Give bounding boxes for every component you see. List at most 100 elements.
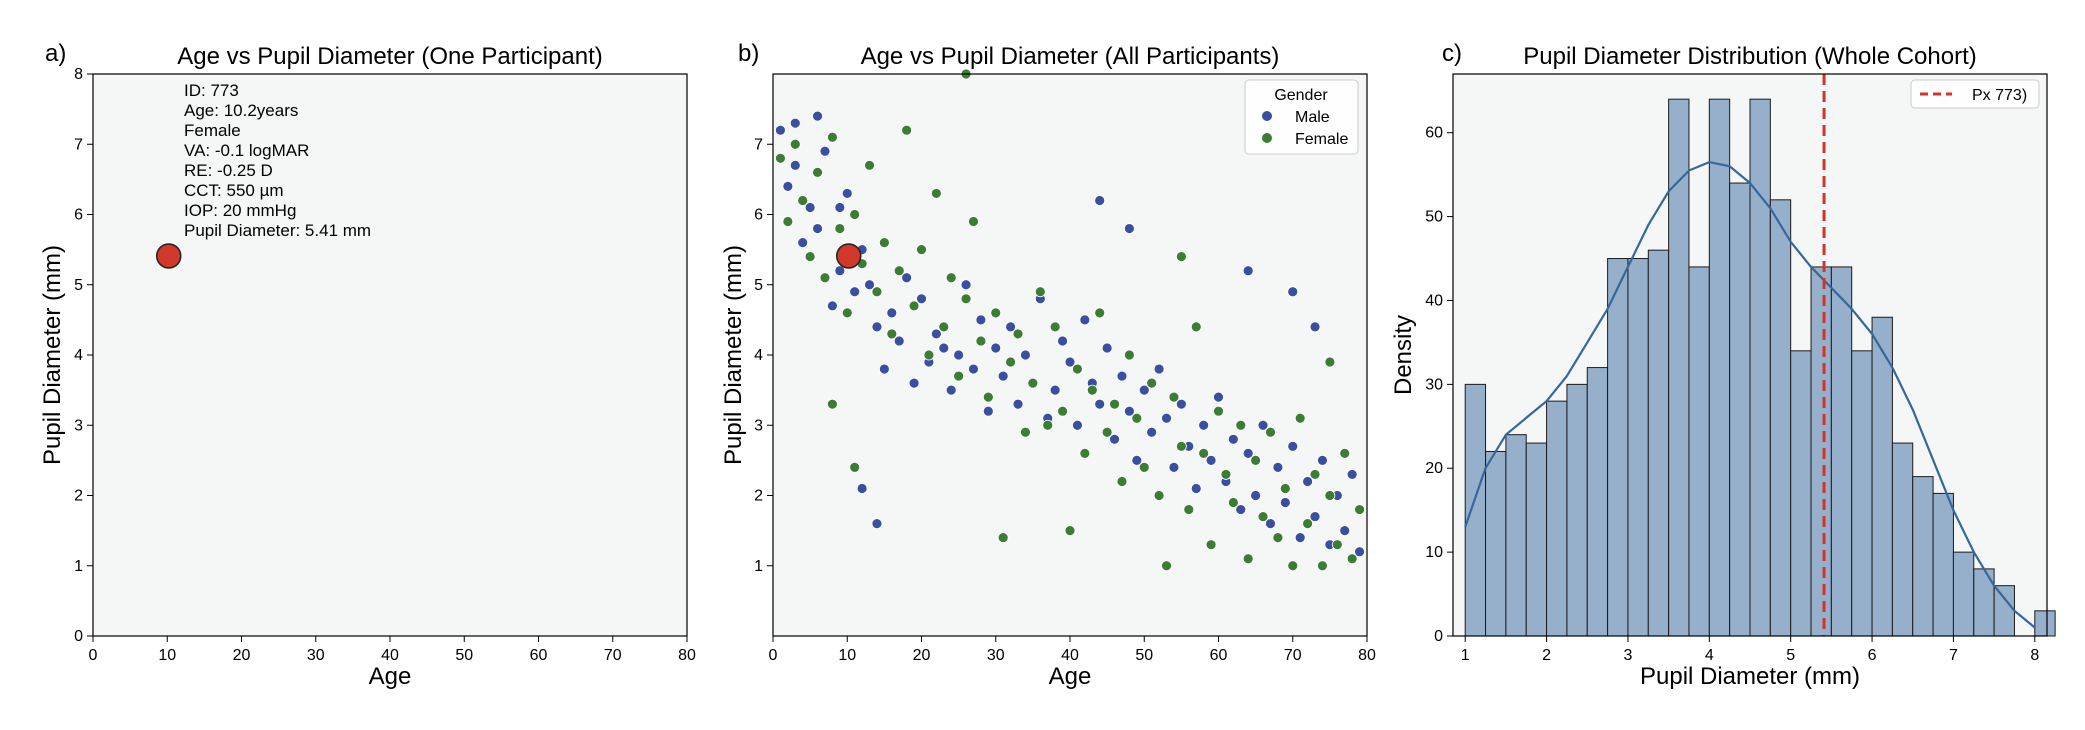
point-female [878, 237, 890, 249]
point-female [1034, 286, 1046, 298]
highlight-participant-point [835, 243, 862, 269]
point-male [1227, 433, 1239, 445]
point-male [797, 237, 809, 249]
histogram-bar [1932, 492, 1954, 637]
point-male [871, 321, 883, 333]
panel-b-legend: Gender Male Female [1244, 79, 1359, 155]
point-female [1339, 447, 1351, 459]
point-male [1279, 497, 1291, 508]
point-female [1146, 377, 1158, 389]
panel-a-y-tick-label: 8 [74, 66, 83, 83]
point-male [812, 223, 823, 234]
panel-b: b) Age vs Pupil Diameter (All Participan… [720, 40, 1376, 690]
point-female [990, 307, 1002, 319]
histogram-bar [1647, 249, 1670, 637]
point-male [1175, 398, 1187, 410]
point-male [908, 377, 920, 389]
info-id: ID: 773 [184, 81, 239, 100]
legend-female-marker [1262, 133, 1272, 143]
info-va: VA: -0.1 logMAR [184, 141, 309, 160]
panel-a-y-tick-label: 2 [74, 488, 83, 505]
histogram-bar [1485, 450, 1507, 637]
point-female [1205, 539, 1217, 551]
point-female [827, 398, 838, 410]
point-female [1153, 490, 1165, 501]
point-male [1049, 384, 1061, 396]
histogram-bar [1627, 258, 1649, 637]
point-female [1324, 356, 1336, 368]
point-male [827, 300, 838, 312]
point-female [1183, 504, 1195, 515]
panel-c-y-tick-label: 60 [1425, 125, 1443, 142]
point-male [1101, 342, 1113, 354]
point-female [1086, 384, 1098, 396]
panel-a-x-tick-label: 80 [678, 647, 696, 664]
histogram-bar [1749, 98, 1771, 637]
point-female [945, 272, 957, 284]
histogram-bar [1688, 266, 1710, 637]
histogram-bar [1464, 383, 1487, 637]
panel-b-y-tick-label: 3 [754, 417, 763, 434]
panel-b-y-label: Pupil Diameter (mm) [720, 245, 747, 465]
histogram-bar [1586, 367, 1609, 637]
histogram-bar [1546, 400, 1568, 637]
point-male [804, 202, 816, 213]
point-female [1124, 349, 1135, 361]
point-male [1094, 398, 1106, 410]
point-male [982, 405, 994, 417]
point-female [1012, 328, 1024, 340]
point-female [908, 300, 920, 312]
point-female [893, 265, 905, 277]
point-female [849, 461, 861, 473]
info-cct: CCT: 550 µm [184, 181, 284, 200]
histogram-bar [1769, 199, 1792, 637]
point-female [812, 166, 823, 178]
point-female [1109, 398, 1120, 410]
panel-c: c) Pupil Diameter Distribution (Whole Co… [1390, 40, 2056, 690]
point-female [923, 349, 935, 361]
point-female [827, 131, 838, 143]
point-male [1138, 384, 1150, 396]
panel-a-x-tick-label: 20 [233, 647, 251, 664]
panel-a-title: Age vs Pupil Diameter (One Participant) [177, 43, 603, 70]
panel-a-y-tick-label: 7 [74, 136, 83, 153]
histogram-bar [1993, 585, 2015, 637]
histogram-bar [1708, 98, 1731, 637]
point-female [1331, 539, 1343, 551]
panel-c-kde-curve [1464, 160, 2036, 629]
point-male [856, 483, 868, 494]
panel-b-x-tick-label: 80 [1358, 647, 1376, 664]
point-male [1057, 335, 1068, 347]
point-female [1161, 560, 1172, 572]
panel-a-x-tick-label: 70 [604, 647, 622, 664]
point-female [1131, 412, 1143, 424]
point-female [789, 138, 801, 150]
point-female [1175, 440, 1187, 452]
point-female [886, 328, 898, 340]
histogram-bar [1810, 266, 1832, 637]
panel-a-x-tick-label: 60 [530, 647, 548, 664]
point-male [916, 293, 927, 305]
panel-c-frame [1452, 73, 2048, 637]
point-female [871, 286, 883, 298]
info-iop: IOP: 20 mmHg [184, 201, 296, 220]
point-male [1146, 426, 1158, 438]
panel-a-points [155, 243, 182, 269]
point-male [1072, 419, 1083, 431]
panel-a-x-label: Age [369, 663, 412, 690]
point-male [990, 342, 1002, 354]
point-female [960, 293, 972, 305]
point-male [841, 188, 853, 199]
point-male [1131, 454, 1143, 466]
point-male [849, 286, 861, 298]
panel-a-x-tick-label: 40 [381, 647, 399, 664]
panel-b-y-ticks: 1 2 3 4 5 6 7 [754, 136, 773, 575]
panel-c-y-tick-label: 20 [1425, 460, 1443, 477]
panel-b-x-tick-label: 40 [1061, 647, 1079, 664]
info-age: Age: 10.2years [184, 101, 298, 120]
point-female [1072, 363, 1083, 375]
point-female [797, 195, 809, 206]
point-male [1257, 419, 1269, 431]
point-female [1317, 560, 1328, 572]
point-male [1317, 454, 1328, 466]
